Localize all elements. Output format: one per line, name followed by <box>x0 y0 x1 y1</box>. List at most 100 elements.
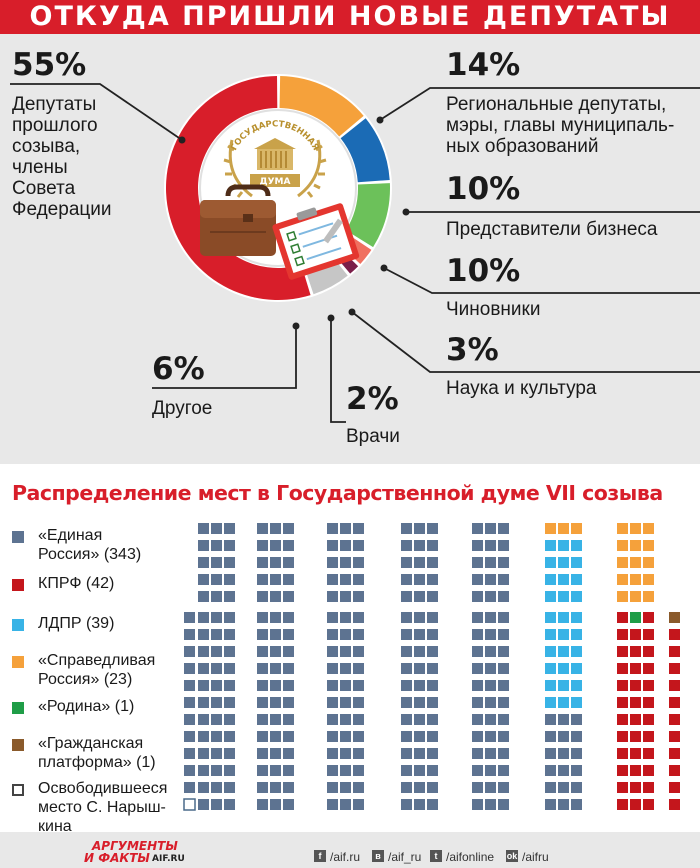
seat <box>283 574 294 585</box>
legend-label-line: место С. Нарыш- <box>38 799 166 816</box>
seat <box>340 748 351 759</box>
seat <box>283 591 294 602</box>
seat <box>257 663 268 674</box>
seat <box>184 765 195 776</box>
seat <box>283 557 294 568</box>
logo-top: АРГУМЕНТЫ <box>92 839 178 853</box>
seat <box>414 574 425 585</box>
seat <box>617 629 628 640</box>
seat <box>498 697 509 708</box>
social-facebook[interactable]: f/aif.ru <box>314 850 360 864</box>
line-55 <box>10 83 183 141</box>
seat <box>617 646 628 657</box>
seat <box>270 697 281 708</box>
seat <box>630 748 641 759</box>
seat <box>427 557 438 568</box>
seat <box>427 646 438 657</box>
line-2 <box>330 318 346 423</box>
seat <box>211 629 222 640</box>
seat <box>427 680 438 691</box>
legend-label: «Единая Россия» (343) <box>38 526 193 564</box>
seat <box>545 663 556 674</box>
seat <box>545 697 556 708</box>
seat <box>472 714 483 725</box>
seat <box>198 799 209 810</box>
seat <box>414 663 425 674</box>
seat <box>211 697 222 708</box>
social-vk[interactable]: в/aif_ru <box>372 850 421 864</box>
seat <box>270 799 281 810</box>
social-twitter[interactable]: t/aifonline <box>430 850 494 864</box>
seat <box>198 612 209 623</box>
pct-label-2: 2% <box>346 381 399 417</box>
laurel-leaves-left <box>223 144 244 198</box>
seat <box>224 540 235 551</box>
seat <box>472 523 483 534</box>
seat <box>571 748 582 759</box>
seat <box>571 765 582 776</box>
seat <box>183 798 196 811</box>
slice-label-14: Региональные депутаты, мэры, главы муниц… <box>446 94 696 157</box>
social-ok[interactable]: ok/aifru <box>506 850 549 864</box>
seat <box>472 612 483 623</box>
pct-label-14: 14% <box>446 47 521 83</box>
seat <box>340 646 351 657</box>
slice-label-doctors: Врачи <box>346 426 400 447</box>
seat <box>283 646 294 657</box>
seat <box>617 782 628 793</box>
seat <box>643 697 654 708</box>
seat <box>571 714 582 725</box>
slice-label-officials: Чиновники <box>446 299 541 320</box>
seat <box>558 765 569 776</box>
seat <box>340 799 351 810</box>
seat <box>545 629 556 640</box>
seat <box>558 731 569 742</box>
seat <box>353 574 364 585</box>
seat <box>617 748 628 759</box>
seat <box>414 591 425 602</box>
seat <box>669 714 680 725</box>
line-3 <box>351 311 700 373</box>
seat <box>643 591 654 602</box>
seat <box>617 523 628 534</box>
seat <box>414 714 425 725</box>
vk-icon: в <box>372 850 384 862</box>
pct-label-10-business: 10% <box>446 171 521 207</box>
seat <box>630 663 641 674</box>
legend-swatch <box>12 531 24 543</box>
seat <box>427 697 438 708</box>
seat <box>353 540 364 551</box>
legend-swatch <box>12 784 24 796</box>
seat <box>498 731 509 742</box>
seat <box>270 646 281 657</box>
seat <box>211 765 222 776</box>
seat <box>327 680 338 691</box>
seat <box>257 646 268 657</box>
seat <box>224 748 235 759</box>
seat <box>669 697 680 708</box>
legend-swatch <box>12 579 24 591</box>
seat <box>224 697 235 708</box>
seat <box>485 523 496 534</box>
seat <box>571 540 582 551</box>
logo-bottom: И ФАКТЫ <box>84 851 150 865</box>
seat <box>224 782 235 793</box>
seat <box>630 574 641 585</box>
seat <box>257 748 268 759</box>
slice-label-other: Другое <box>152 398 213 419</box>
seat <box>472 629 483 640</box>
seat <box>545 782 556 793</box>
seat <box>669 680 680 691</box>
twitter-icon: t <box>430 850 442 862</box>
seat <box>414 799 425 810</box>
seat <box>498 629 509 640</box>
seat <box>643 680 654 691</box>
seat <box>224 799 235 810</box>
seat <box>571 591 582 602</box>
seat <box>211 612 222 623</box>
seat <box>211 663 222 674</box>
seat <box>327 612 338 623</box>
seat <box>211 557 222 568</box>
seat <box>211 731 222 742</box>
seat <box>224 557 235 568</box>
